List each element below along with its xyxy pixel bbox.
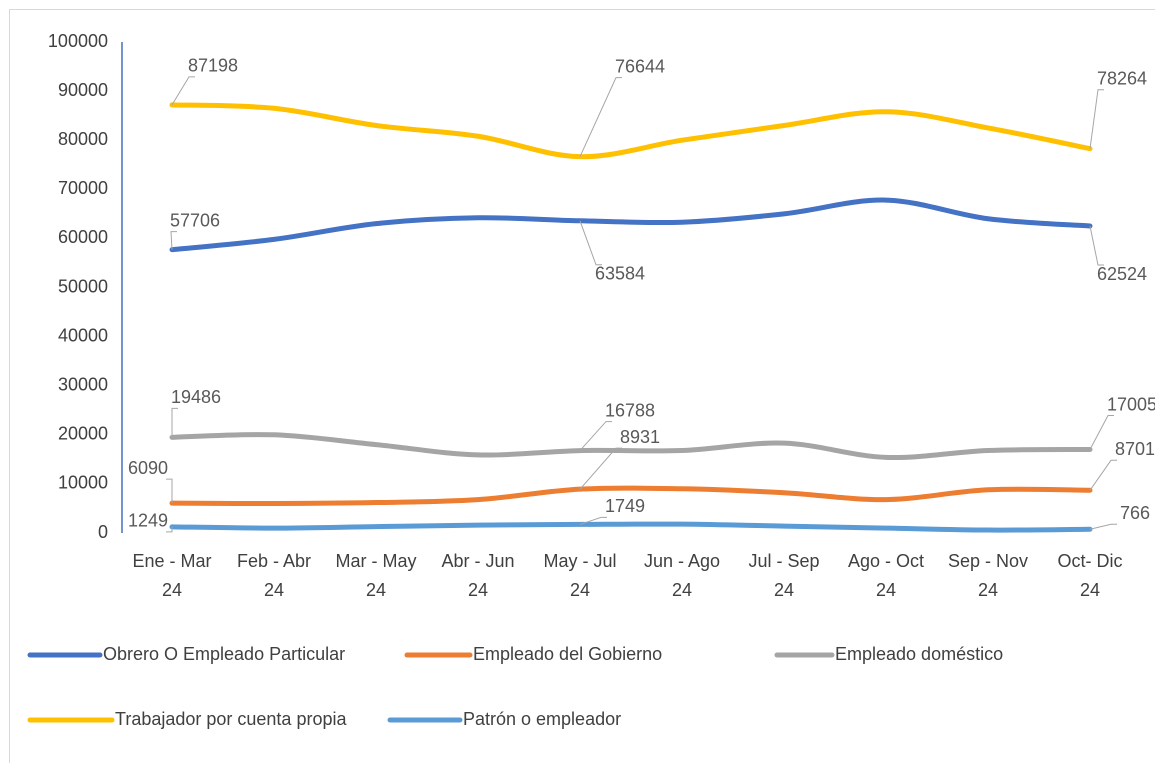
y-tick-label: 30000	[58, 374, 108, 394]
legend-label: Patrón o empleador	[463, 709, 621, 729]
x-tick-line: Jun - Ago	[644, 551, 720, 571]
y-tick-label: 40000	[58, 325, 108, 345]
x-tick-line: 24	[774, 580, 794, 600]
data-label: 17005	[1107, 394, 1155, 414]
series-line	[169, 102, 1093, 160]
series-line	[169, 432, 1093, 461]
leader-line	[166, 526, 173, 533]
data-label: 19486	[171, 387, 221, 407]
x-tick-line: 24	[570, 580, 590, 600]
leader-line	[579, 77, 622, 157]
data-label: 57706	[170, 210, 220, 230]
x-tick-line: Mar - May	[336, 551, 417, 571]
x-tick-line: 24	[264, 580, 284, 600]
x-tick-label: Ene - Mar 24	[132, 551, 211, 600]
data-label: 63584	[595, 264, 645, 284]
data-label: 1749	[605, 496, 645, 516]
leader-line	[170, 231, 177, 250]
data-label: 78264	[1097, 68, 1147, 88]
leader-line	[171, 407, 178, 438]
x-tick-line: Jul - Sep	[748, 551, 819, 571]
leader-line	[1089, 415, 1114, 450]
leader-line	[171, 76, 195, 106]
y-tick-label: 70000	[58, 178, 108, 198]
y-tick-label: 90000	[58, 80, 108, 100]
legend-label: Trabajador por cuenta propia	[115, 709, 347, 729]
x-tick-label: Mar - May 24	[336, 551, 417, 600]
x-tick-line: 24	[366, 580, 386, 600]
chart-border	[9, 9, 1155, 763]
x-tick-label: Feb - Abr 24	[237, 551, 311, 600]
data-label: 766	[1120, 503, 1150, 523]
data-label: 87198	[188, 56, 238, 76]
x-tick-line: 24	[672, 580, 692, 600]
data-label: 62524	[1097, 264, 1147, 284]
data-label: 16788	[605, 400, 655, 420]
x-tick-line: 24	[978, 580, 998, 600]
y-tick-label: 100000	[48, 31, 108, 51]
legend-label: Obrero O Empleado Particular	[103, 644, 345, 664]
y-tick-label: 20000	[58, 424, 108, 444]
legend-label: Empleado doméstico	[835, 644, 1003, 664]
leader-line	[579, 220, 602, 266]
x-tick-line: May - Jul	[543, 551, 616, 571]
leader-line	[579, 516, 607, 525]
x-tick-line: Ago - Oct	[848, 551, 924, 571]
x-tick-line: Feb - Abr	[237, 551, 311, 571]
series-line	[169, 197, 1093, 253]
leader-line	[1089, 459, 1117, 491]
data-label: 1249	[128, 511, 168, 531]
leader-line	[166, 478, 173, 504]
y-tick-label: 80000	[58, 129, 108, 149]
x-tick-line: 24	[1080, 580, 1100, 600]
x-tick-label: Jun - Ago 24	[644, 551, 720, 600]
legend-label: Empleado del Gobierno	[473, 644, 662, 664]
series-line	[169, 521, 1093, 533]
y-tick-label: 10000	[58, 473, 108, 493]
x-tick-label: Abr - Jun 24	[441, 551, 514, 600]
leader-line	[579, 421, 612, 451]
x-tick-label: Oct- Dic 24	[1058, 551, 1123, 600]
leader-line	[1089, 89, 1104, 149]
x-tick-line: Oct- Dic	[1058, 551, 1123, 571]
leader-line	[1089, 225, 1104, 266]
x-tick-line: Sep - Nov	[948, 551, 1028, 571]
x-tick-label: Ago - Oct 24	[848, 551, 924, 600]
x-tick-line: 24	[468, 580, 488, 600]
leader-line	[1089, 523, 1117, 530]
x-tick-line: 24	[162, 580, 182, 600]
x-tick-label: May - Jul 24	[543, 551, 616, 600]
series-line	[169, 485, 1093, 507]
x-tick-line: Abr - Jun	[441, 551, 514, 571]
data-label: 8701	[1115, 439, 1155, 459]
y-tick-label: 50000	[58, 276, 108, 296]
x-tick-label: Jul - Sep 24	[748, 551, 819, 600]
x-tick-line: Ene - Mar	[132, 551, 211, 571]
x-tick-label: Sep - Nov 24	[948, 551, 1028, 600]
data-label: 76644	[615, 56, 665, 76]
y-tick-label: 60000	[58, 227, 108, 247]
y-tick-label: 0	[98, 522, 108, 542]
x-tick-line: 24	[876, 580, 896, 600]
data-label: 8931	[620, 427, 660, 447]
data-label: 6090	[128, 458, 168, 478]
